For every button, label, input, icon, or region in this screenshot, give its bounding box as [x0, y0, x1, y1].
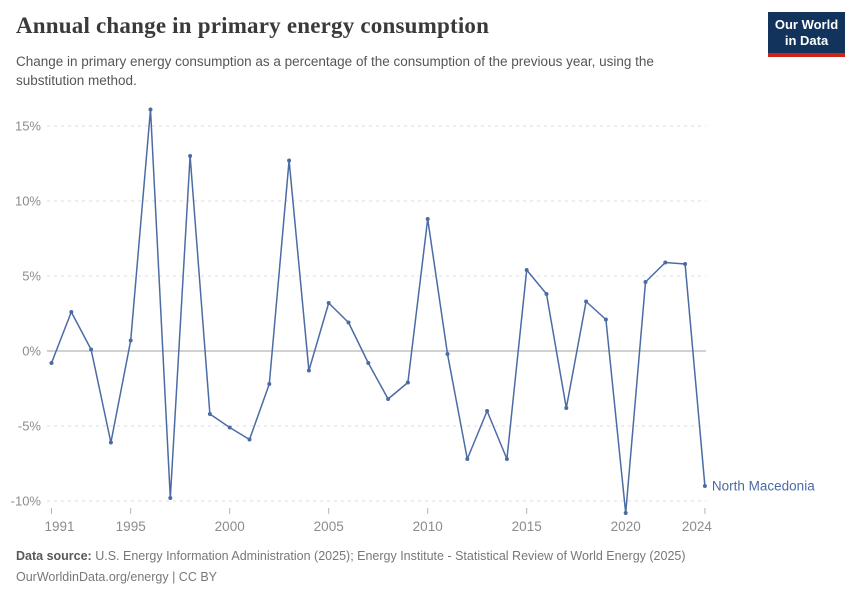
data-point[interactable]	[623, 511, 628, 515]
owid-logo-line1: Our World	[774, 17, 839, 32]
data-point[interactable]	[544, 292, 549, 296]
y-tick-label: 10%	[15, 194, 41, 209]
data-point[interactable]	[346, 320, 351, 325]
chart-subtitle: Change in primary energy consumption as …	[16, 54, 654, 88]
data-point[interactable]	[405, 380, 410, 385]
data-point[interactable]	[504, 457, 509, 461]
data-point[interactable]	[207, 412, 212, 416]
data-point[interactable]	[306, 368, 311, 373]
y-tick-label: -10%	[11, 494, 42, 509]
data-point[interactable]	[485, 409, 490, 413]
data-point[interactable]	[108, 440, 113, 445]
data-point[interactable]	[69, 310, 74, 314]
data-source-text: U.S. Energy Information Administration (…	[91, 549, 686, 563]
data-point[interactable]	[584, 299, 589, 304]
data-point[interactable]	[603, 317, 608, 322]
data-point[interactable]	[168, 496, 173, 500]
data-point[interactable]	[49, 361, 54, 365]
data-source-label: Data source:	[16, 549, 92, 563]
chart-title: Annual change in primary energy consumpt…	[16, 13, 490, 38]
x-tick-label: 2000	[215, 519, 245, 534]
data-point[interactable]	[702, 484, 707, 488]
data-line[interactable]	[50, 108, 706, 514]
data-point[interactable]	[465, 457, 470, 461]
data-point[interactable]	[445, 352, 450, 356]
license-line[interactable]: OurWorldinData.org/energy | CC BY	[16, 570, 218, 584]
x-tick-label: 2024	[682, 519, 713, 534]
owid-logo[interactable]: Our World in Data	[768, 12, 845, 57]
x-tick-label: 2010	[413, 519, 443, 534]
line-chart-plot-area[interactable]: 15% 10% 5% 0% -5% -10%1991 1995 2000 2005 2010 201…	[0, 100, 850, 540]
data-point[interactable]	[128, 338, 133, 343]
y-tick-label: -5%	[18, 419, 42, 434]
y-tick-label: 0%	[22, 344, 41, 359]
data-point[interactable]	[188, 154, 193, 158]
data-point[interactable]	[287, 158, 292, 163]
x-tick-label: 1995	[116, 519, 146, 534]
data-point[interactable]	[227, 425, 232, 430]
data-point[interactable]	[564, 406, 569, 410]
chart-footer: Data source: U.S. Energy Information Adm…	[16, 546, 834, 588]
data-point[interactable]	[425, 217, 430, 221]
x-tick-label: 2015	[512, 519, 542, 534]
data-point[interactable]	[386, 397, 391, 401]
x-tick-label: 2020	[611, 519, 641, 534]
data-point[interactable]	[524, 268, 529, 272]
data-point[interactable]	[148, 107, 153, 112]
x-tick-label: 1991	[44, 519, 74, 534]
data-point[interactable]	[643, 280, 648, 284]
y-tick-label: 5%	[22, 269, 41, 284]
x-tick-label: 2005	[314, 519, 344, 534]
data-point[interactable]	[247, 437, 252, 442]
entity-label[interactable]: North Macedonia	[712, 479, 815, 494]
data-point[interactable]	[366, 361, 371, 365]
data-point[interactable]	[326, 301, 331, 305]
data-point[interactable]	[663, 260, 668, 265]
owid-logo-line2: in Data	[784, 33, 829, 48]
data-point[interactable]	[89, 347, 94, 352]
data-point[interactable]	[683, 262, 688, 266]
data-point[interactable]	[267, 382, 272, 386]
y-tick-label: 15%	[15, 119, 41, 134]
data-source-line: Data source: U.S. Energy Information Adm…	[16, 546, 834, 567]
